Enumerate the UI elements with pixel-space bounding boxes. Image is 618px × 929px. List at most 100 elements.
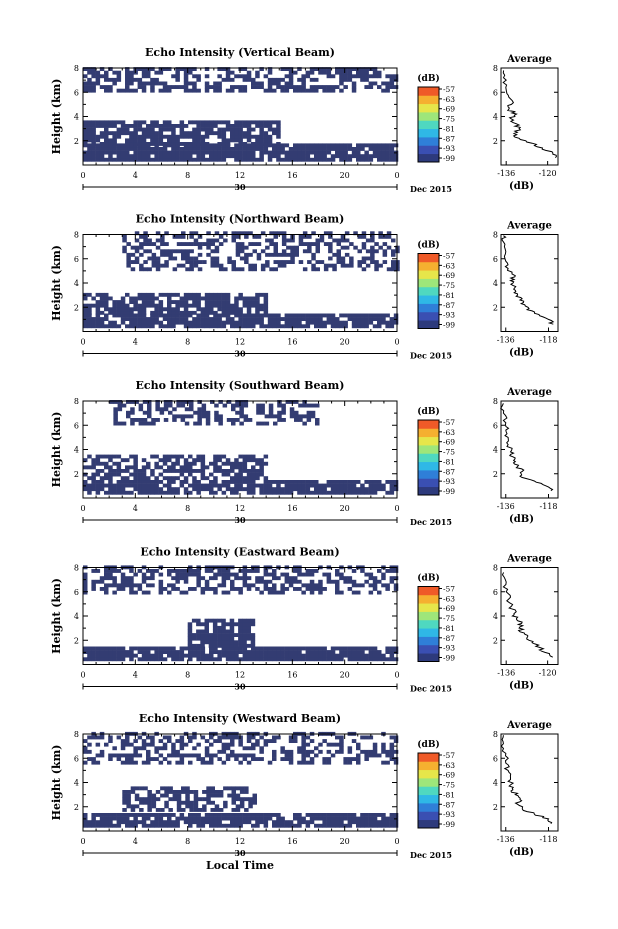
heatmap-cell — [288, 487, 294, 492]
heatmap-cell — [116, 816, 122, 821]
heatmap-cell — [335, 646, 340, 651]
heatmap-cell — [314, 480, 319, 484]
heatmap-cell — [238, 469, 243, 473]
heatmap-cell — [83, 823, 88, 828]
heatmap-cell — [196, 629, 201, 634]
heatmap-cell — [172, 249, 178, 254]
heatmap-cell — [263, 490, 269, 495]
heatmap-cell — [99, 142, 105, 146]
heatmap-cell — [246, 300, 252, 304]
heatmap-cell — [196, 303, 201, 308]
heatmap-cell — [309, 816, 315, 821]
heatmap-cell — [116, 300, 122, 304]
heatmap-cell — [185, 797, 190, 802]
heatmap-cell — [268, 414, 274, 419]
y-tick-label: 8 — [74, 231, 79, 240]
heatmap-cell — [377, 753, 382, 758]
heatmap-cell — [141, 816, 147, 821]
heatmap-cell — [315, 238, 320, 243]
heatmap-cell — [141, 303, 147, 308]
heatmap-cell — [385, 749, 390, 754]
heatmap-cell — [162, 292, 168, 297]
heatmap-cell — [146, 74, 151, 79]
heatmap-cell — [328, 245, 333, 250]
heatmap-cell — [319, 260, 325, 264]
heatmap-cell — [263, 147, 269, 151]
heatmap-cell — [196, 157, 201, 162]
heatmap-cell — [284, 88, 290, 93]
heatmap-cell — [200, 154, 206, 159]
average-frame — [500, 67, 559, 166]
heatmap-cell — [326, 317, 332, 321]
heatmap-cell — [242, 576, 248, 581]
heatmap-cell — [214, 238, 220, 243]
heatmap-cell — [196, 480, 201, 484]
heatmap-cell — [175, 816, 180, 821]
heatmap-cell — [264, 421, 270, 426]
heatmap-cell — [112, 81, 117, 86]
heatmap-cell — [284, 653, 290, 658]
colorbar-segment — [418, 311, 439, 321]
heatmap-cell — [91, 303, 96, 308]
heatmap-cell — [339, 143, 344, 148]
heatmap-cell — [133, 487, 138, 492]
heatmap-cell — [175, 313, 180, 318]
heatmap-cell — [162, 461, 168, 466]
heatmap-cell — [200, 454, 206, 459]
heatmap-cell — [162, 124, 168, 128]
heatmap-cell — [164, 800, 169, 805]
heatmap-cell — [213, 324, 218, 329]
heatmap-cell — [251, 746, 256, 751]
heatmap-cell — [297, 483, 302, 488]
heatmap-cell — [112, 461, 117, 466]
heatmap-cell — [179, 816, 185, 821]
heatmap-cell — [112, 650, 117, 654]
average-y-tick-label: 8 — [493, 564, 498, 573]
heatmap-cell — [276, 646, 281, 651]
heatmap-cell — [393, 320, 399, 325]
heatmap-cell — [154, 749, 159, 754]
heatmap-cell — [267, 70, 273, 75]
heatmap-cell — [340, 245, 346, 250]
heatmap-cell — [323, 242, 329, 246]
heatmap-cell — [280, 77, 285, 82]
heatmap-cell — [309, 579, 315, 584]
heatmap-cell — [372, 583, 378, 588]
heatmap-cell — [368, 154, 374, 159]
heatmap-cell — [209, 131, 214, 136]
heatmap-cell — [192, 131, 197, 136]
heatmap-cell — [385, 760, 390, 765]
heatmap-cell — [141, 147, 147, 151]
heatmap-cell — [356, 583, 361, 588]
heatmap-cell — [314, 816, 319, 821]
heatmap-cell — [385, 646, 390, 651]
heatmap-cell — [276, 487, 281, 492]
heatmap-cell — [276, 127, 281, 132]
heatmap-cell — [297, 317, 302, 321]
heatmap-cell — [234, 324, 239, 329]
heatmap-cell — [143, 231, 148, 236]
heatmap-cell — [255, 296, 260, 301]
heatmap-cell — [251, 472, 256, 477]
heatmap-cell — [294, 400, 299, 404]
heatmap-cell — [130, 260, 136, 264]
heatmap-cell — [255, 579, 260, 584]
heatmap-cell — [99, 147, 105, 151]
heatmap-cell — [209, 483, 214, 488]
heatmap-cell — [208, 618, 214, 623]
heatmap-cell — [91, 813, 96, 817]
heatmap-cell — [364, 320, 369, 325]
heatmap-cell — [284, 74, 290, 79]
heatmap-cell — [255, 142, 260, 146]
colorbar-tick-label: -93 — [443, 311, 455, 320]
heatmap-cell — [246, 454, 252, 459]
heatmap-cell — [189, 256, 194, 261]
heatmap-cell — [377, 569, 382, 573]
heatmap-cell — [87, 324, 92, 329]
heatmap-cell — [242, 134, 248, 139]
heatmap-cell — [185, 800, 190, 805]
heatmap-cell — [230, 735, 235, 740]
heatmap-cell — [130, 786, 136, 791]
heatmap-cell — [141, 483, 147, 488]
heatmap-cell — [112, 483, 117, 488]
